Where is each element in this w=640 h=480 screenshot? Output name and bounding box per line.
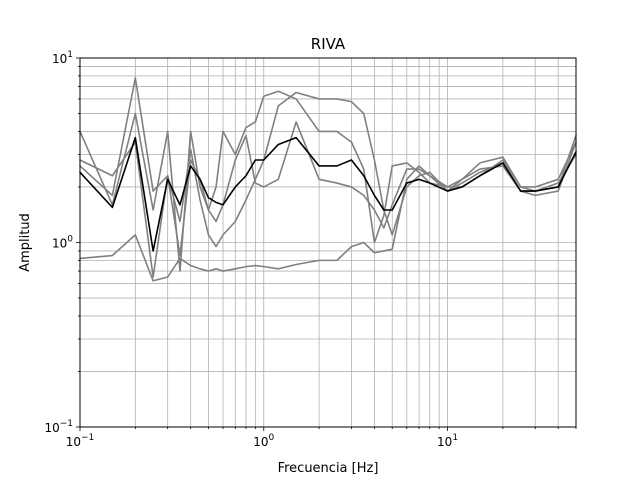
chart-title: RIVA — [311, 35, 346, 53]
y-axis-label: Amplitud — [18, 213, 33, 272]
y-tick-label: 101 — [52, 50, 73, 66]
x-axis-label: Frecuencia [Hz] — [278, 461, 379, 476]
plot-area — [79, 77, 577, 282]
x-tick-label: 10−1 — [66, 433, 95, 449]
component-series-line — [79, 141, 577, 282]
y-tick-label: 100 — [52, 235, 73, 251]
axis-ticks: 10−1 100 101 10−1 100 101 — [44, 50, 577, 449]
x-tick-label: 101 — [437, 433, 458, 449]
x-tick-label: 100 — [253, 433, 274, 449]
mean-series-line — [79, 136, 577, 252]
y-tick-label: 10−1 — [44, 419, 73, 435]
